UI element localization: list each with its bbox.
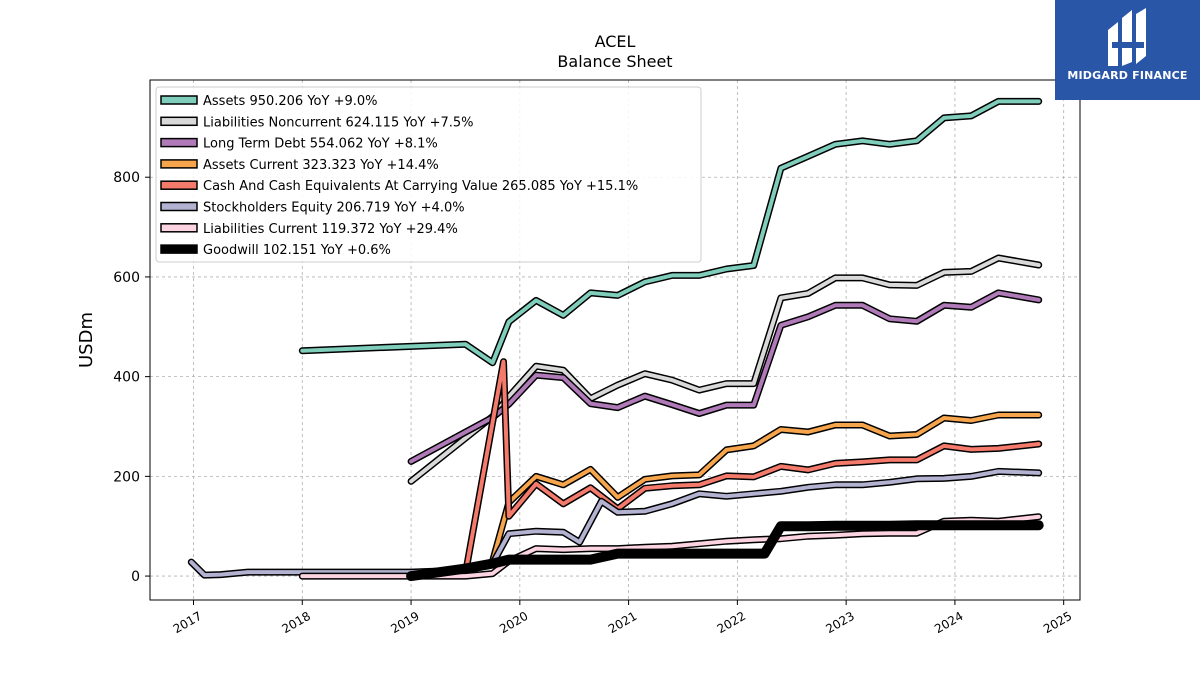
- legend-swatch: [160, 223, 198, 233]
- legend-label: Liabilities Noncurrent 624.115 YoY +7.5%: [203, 115, 474, 130]
- y-tick-label: 0: [131, 569, 140, 585]
- midgard-logo-icon: [1108, 8, 1146, 66]
- x-tick-label: 2019: [388, 609, 421, 636]
- y-tick-label: 600: [113, 270, 140, 286]
- plot-frame: [149, 79, 1081, 601]
- series-lines: [187, 97, 1044, 582]
- series-line: [490, 413, 1041, 564]
- legend-swatch: [160, 159, 198, 169]
- legend-swatch: [160, 244, 198, 254]
- legend-label: Cash And Cash Equivalents At Carrying Va…: [203, 179, 638, 194]
- legend: Assets 950.206 YoY +9.0% Liabilities Nonc…: [155, 86, 702, 263]
- x-tick-label: 2020: [497, 609, 530, 636]
- x-tick-label: 2024: [932, 609, 965, 636]
- legend-swatch: [160, 116, 198, 127]
- legend-swatch: [160, 201, 198, 212]
- legend-label: Assets Current 323.323 YoY +14.4%: [203, 158, 439, 173]
- y-tick-label: 200: [113, 469, 140, 485]
- legend-label: Long Term Debt 554.062 YoY +8.1%: [203, 137, 438, 152]
- chart-subtitle: Balance Sheet: [557, 52, 673, 71]
- legend-swatch: [160, 137, 198, 148]
- series-3: [489, 411, 1043, 565]
- legend-label: Stockholders Equity 206.719 YoY +4.0%: [203, 201, 465, 216]
- series-2: [407, 289, 1043, 465]
- series-line: [300, 99, 1041, 365]
- x-tick-label: 2018: [280, 609, 313, 636]
- series-line: [463, 359, 1041, 576]
- brand-name: MIDGARD FINANCE: [1067, 69, 1188, 82]
- series-7: [406, 520, 1044, 582]
- series-5: [187, 467, 1043, 579]
- series-line: [407, 521, 1043, 580]
- x-tick-label: 2023: [823, 609, 856, 636]
- series-line: [409, 290, 1041, 464]
- x-tick-label: 2017: [171, 609, 204, 636]
- legend-label: Liabilities Current 119.372 YoY +29.4%: [203, 222, 458, 237]
- series-line: [409, 256, 1041, 484]
- series-0: [298, 97, 1043, 367]
- series-4: [461, 358, 1043, 578]
- legend-label: Assets 950.206 YoY +9.0%: [203, 94, 378, 109]
- y-tick-label: 400: [113, 370, 140, 386]
- series-1: [407, 254, 1043, 485]
- legend-swatch: [160, 95, 198, 105]
- y-axis-label: USDm: [76, 312, 97, 368]
- legend-box: [155, 86, 702, 263]
- legend-label: Goodwill 102.151 YoY +0.6%: [203, 243, 391, 258]
- x-tick-label: 2022: [715, 609, 748, 636]
- x-tick-label: 2021: [606, 609, 639, 636]
- y-tick-label: 800: [113, 170, 140, 186]
- chart-title: ACEL: [594, 32, 636, 51]
- x-tick-label: 2025: [1041, 609, 1074, 636]
- legend-swatch: [160, 180, 198, 190]
- series-line: [189, 469, 1041, 578]
